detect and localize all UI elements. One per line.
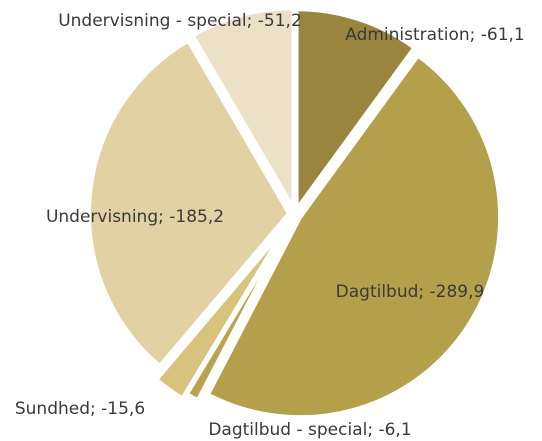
slice-label: Dagtilbud - special; -6,1 bbox=[208, 420, 412, 440]
slice-label: Administration; -61,1 bbox=[345, 25, 525, 45]
pie-slice bbox=[205, 52, 503, 420]
pie-slice bbox=[87, 37, 292, 369]
slice-label: Undervisning; -185,2 bbox=[45, 207, 225, 227]
pie-slice bbox=[294, 7, 418, 216]
slice-label: Dagtilbud; -289,9 bbox=[335, 282, 485, 302]
slice-label: Sundhed; -15,6 bbox=[14, 399, 146, 419]
slice-label: Undervisning - special; -51,2 bbox=[58, 11, 302, 31]
pie-slice bbox=[189, 6, 296, 216]
pie-slice bbox=[153, 225, 288, 402]
